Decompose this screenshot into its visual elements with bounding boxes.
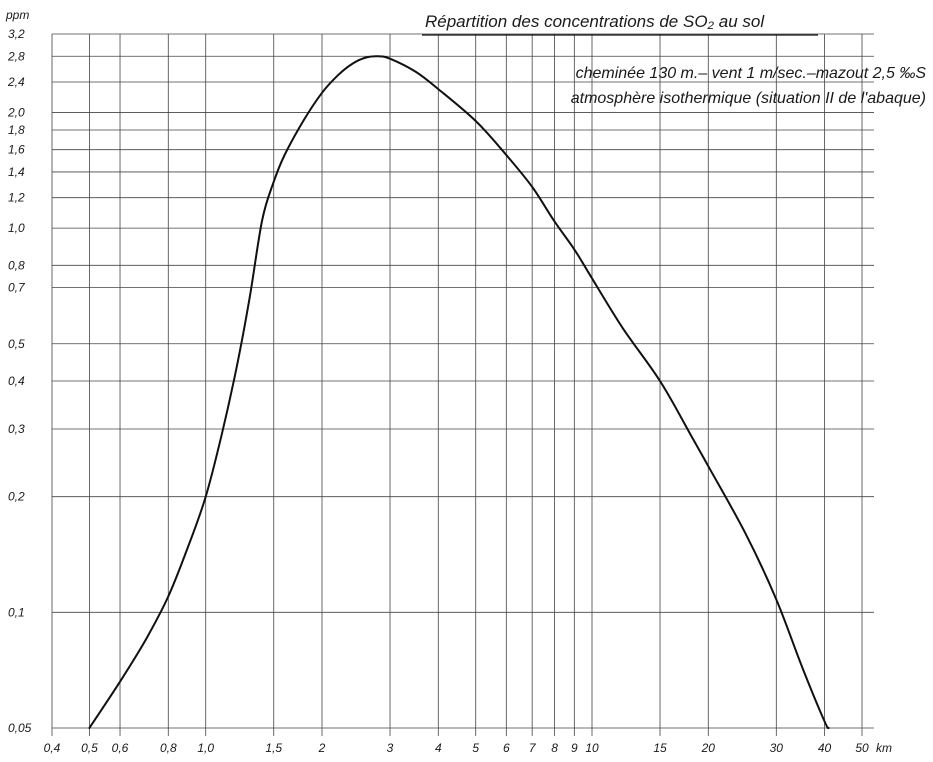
y-tick-label: 0,2 — [8, 490, 25, 504]
x-tick-label: 0,8 — [160, 741, 177, 755]
y-tick-label: 2,4 — [7, 75, 25, 89]
x-tick-label: 50 — [855, 741, 869, 755]
y-axis-label: ppm — [5, 8, 29, 22]
x-tick-label: 4 — [435, 741, 442, 755]
y-tick-label: 0,7 — [8, 281, 26, 295]
x-tick-label: 2 — [318, 741, 326, 755]
y-tick-label: 1,0 — [8, 221, 25, 235]
y-tick-label: 2,0 — [7, 105, 25, 119]
y-tick-label: 1,4 — [8, 165, 25, 179]
x-tick-label: 5 — [472, 741, 479, 755]
x-tick-label: 30 — [770, 741, 784, 755]
y-tick-label: 0,5 — [8, 337, 25, 351]
x-tick-label: 15 — [653, 741, 667, 755]
x-tick-label: 9 — [571, 741, 578, 755]
y-tick-label: 0,8 — [8, 258, 25, 272]
grid — [51, 33, 874, 736]
x-tick-label: 10 — [585, 741, 599, 755]
x-tick-label: 1,5 — [265, 741, 282, 755]
x-tick-label: 6 — [503, 741, 510, 755]
y-tick-labels: 0,05 0,1 0,2 0,3 0,4 0,5 0,7 0,8 1,0 1,2 1,4 1,6 1,8… — [7, 27, 32, 735]
y-tick-label: 0,3 — [8, 422, 25, 436]
x-tick-label: 0,5 — [81, 741, 98, 755]
chart-title: Répartition des concentrations de SO₂ au… — [425, 12, 765, 31]
x-tick-label: 3 — [387, 741, 394, 755]
y-tick-label: 2,8 — [7, 49, 25, 63]
x-tick-label: 40 — [818, 741, 832, 755]
subtitle-line-1: cheminée 130 m.– vent 1 m/sec.–mazout 2,… — [576, 65, 927, 82]
concentration-curve — [88, 55, 830, 730]
y-tick-label: 0,4 — [8, 374, 25, 388]
x-tick-label: 20 — [701, 741, 716, 755]
x-tick-label: 0,4 — [44, 741, 61, 755]
x-tick-label: 7 — [529, 741, 537, 755]
y-tick-label: 1,2 — [8, 191, 25, 205]
y-tick-label: 0,05 — [8, 721, 32, 735]
x-tick-label: 1,0 — [197, 741, 214, 755]
x-tick-labels: 0,4 0,5 0,6 0,8 1,0 1,5 2 3 4 5 6 7 8 9 10 15 20 30 40 50 — [44, 741, 869, 755]
x-tick-label: 0,6 — [112, 741, 129, 755]
y-tick-label: 3,2 — [8, 27, 25, 41]
y-tick-label: 1,6 — [8, 143, 25, 157]
x-tick-label: 8 — [551, 741, 558, 755]
y-tick-label: 0,1 — [8, 605, 25, 619]
y-tick-label: 1,8 — [8, 123, 25, 137]
subtitle-line-2: atmosphère isothermique (situation II de… — [571, 90, 926, 107]
curve-layer — [88, 55, 830, 730]
x-axis-label: km — [876, 741, 892, 755]
